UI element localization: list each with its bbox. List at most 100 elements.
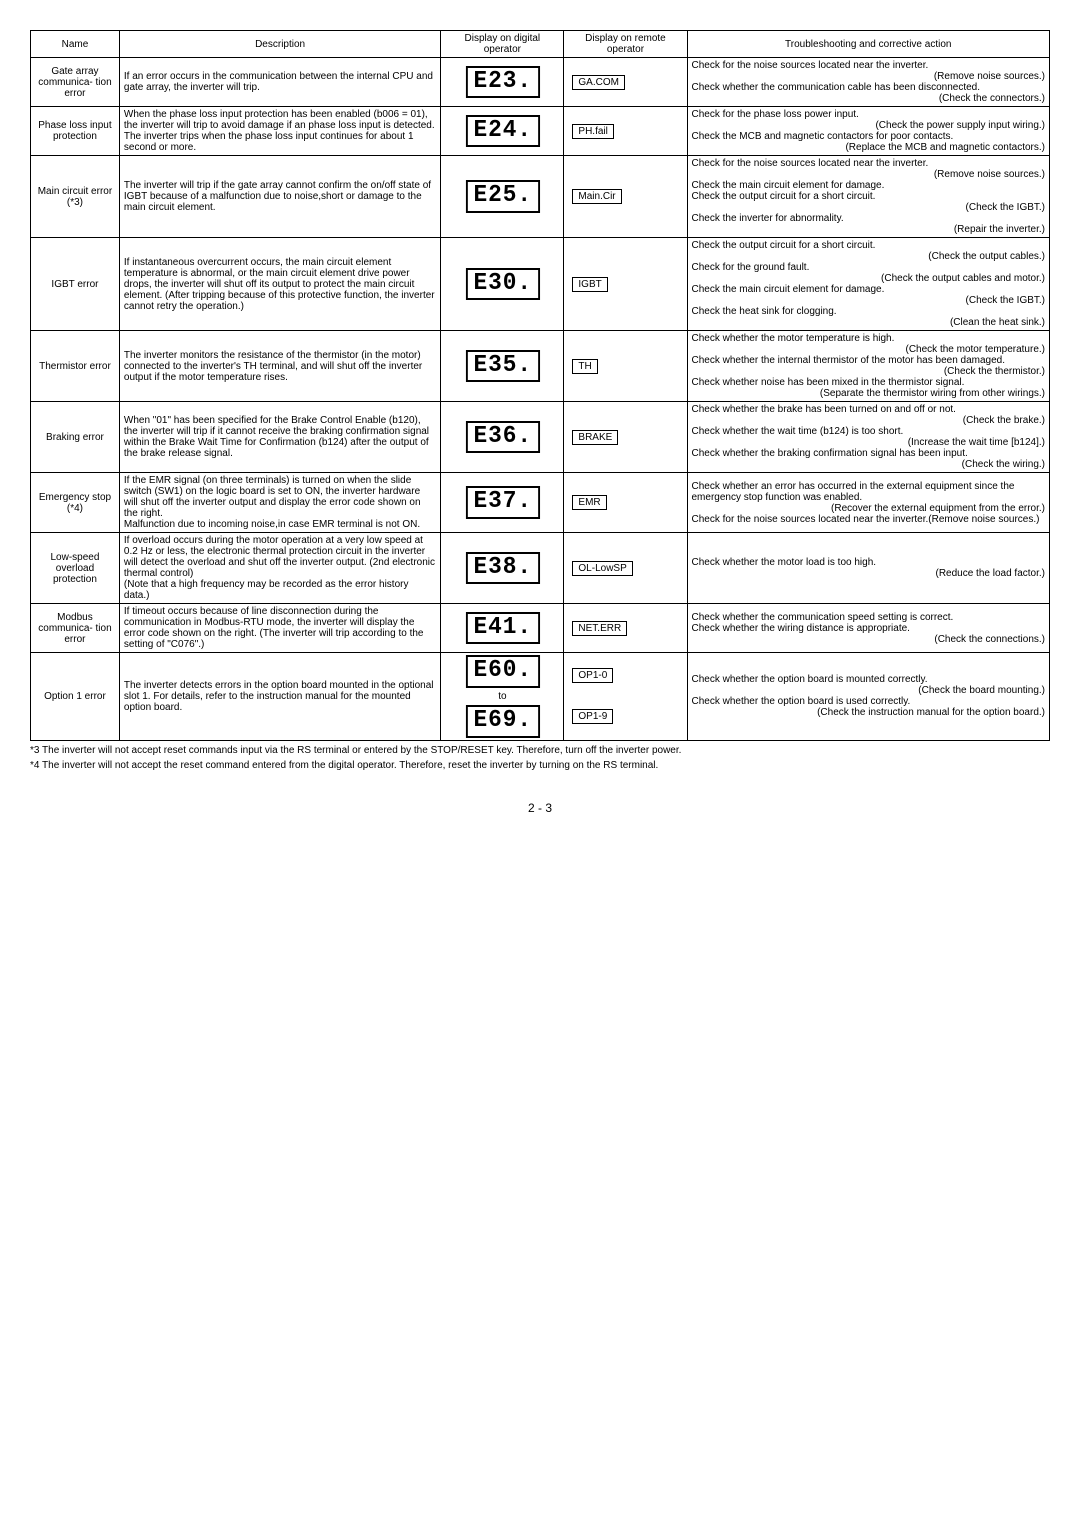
cell-description: The inverter monitors the resistance of …	[119, 331, 440, 402]
action-line: Check whether the internal thermistor of…	[692, 355, 1046, 366]
remote-code: GA.COM	[572, 75, 625, 90]
action-line: (Check the IGBT.)	[692, 295, 1046, 306]
action-line: (Check the output cables and motor.)	[692, 273, 1046, 284]
cell-description: If overload occurs during the motor oper…	[119, 533, 440, 604]
cell-remote-display: OL-LowSP	[564, 533, 687, 604]
cell-remote-display: IGBT	[564, 238, 687, 331]
th-name: Name	[31, 31, 120, 58]
cell-remote-display: Main.Cir	[564, 156, 687, 238]
action-line: Check the main circuit element for damag…	[692, 180, 1046, 191]
seg-display: E37.	[465, 486, 539, 519]
action-line: Check for the noise sources located near…	[692, 158, 1046, 169]
cell-description: The inverter detects errors in the optio…	[119, 653, 440, 741]
table-row: Braking errorWhen "01" has been specifie…	[31, 402, 1050, 473]
action-line: Check the MCB and magnetic contactors fo…	[692, 131, 1046, 142]
cell-action: Check whether the motor temperature is h…	[687, 331, 1050, 402]
action-line: Check for the noise sources located near…	[692, 60, 1046, 71]
seg-display: E23.	[465, 66, 539, 99]
cell-remote-display: TH	[564, 331, 687, 402]
action-line: Check the output circuit for a short cir…	[692, 191, 1046, 202]
table-row: Emergency stop (*4)If the EMR signal (on…	[31, 473, 1050, 533]
cell-digital-display: E30.	[441, 238, 564, 331]
action-line: (Reduce the load factor.)	[692, 568, 1046, 579]
cell-remote-display: PH.fail	[564, 107, 687, 156]
seg-display: E25.	[465, 180, 539, 213]
cell-digital-display: E36.	[441, 402, 564, 473]
action-line: (Check the wiring.)	[692, 459, 1046, 470]
cell-remote-display: OP1-0 OP1-9	[564, 653, 687, 741]
action-line: Check whether the brake has been turned …	[692, 404, 1046, 415]
action-line: Check whether the wait time (b124) is to…	[692, 426, 1046, 437]
cell-name: Main circuit error (*3)	[31, 156, 120, 238]
page-number: 2 - 3	[30, 801, 1050, 815]
cell-digital-display: E25.	[441, 156, 564, 238]
cell-description: The inverter will trip if the gate array…	[119, 156, 440, 238]
action-line: (Check the connectors.)	[692, 93, 1046, 104]
action-line: Check whether the communication speed se…	[692, 612, 1046, 623]
cell-action: Check whether the brake has been turned …	[687, 402, 1050, 473]
action-line: (Remove noise sources.)	[692, 169, 1046, 180]
cell-digital-display: E23.	[441, 58, 564, 107]
seg-to-label: to	[498, 691, 506, 702]
seg-display: E30.	[465, 268, 539, 301]
cell-remote-display: NET.ERR	[564, 604, 687, 653]
action-line: Check whether the option board is used c…	[692, 696, 1046, 707]
action-line: (Repair the inverter.)	[692, 224, 1046, 235]
action-line: (Recover the external equipment from the…	[692, 503, 1046, 514]
remote-code: OP1-0	[572, 668, 613, 683]
table-header-row: Name Description Display on digital oper…	[31, 31, 1050, 58]
action-line: Check whether an error has occurred in t…	[692, 481, 1046, 503]
cell-description: When "01" has been specified for the Bra…	[119, 402, 440, 473]
action-line: Check the heat sink for clogging.	[692, 306, 1046, 317]
action-line: (Check the connections.)	[692, 634, 1046, 645]
cell-name: Phase loss input protection	[31, 107, 120, 156]
seg-display: E60.	[465, 655, 539, 688]
remote-code: OP1-9	[572, 709, 613, 724]
table-row: Main circuit error (*3)The inverter will…	[31, 156, 1050, 238]
cell-description: When the phase loss input protection has…	[119, 107, 440, 156]
footnote-3: *3 The inverter will not accept reset co…	[30, 745, 1050, 756]
cell-action: Check for the noise sources located near…	[687, 156, 1050, 238]
remote-code: OL-LowSP	[572, 561, 632, 576]
action-line: (Check the thermistor.)	[692, 366, 1046, 377]
action-line: (Check the instruction manual for the op…	[692, 707, 1046, 718]
cell-action: Check whether an error has occurred in t…	[687, 473, 1050, 533]
seg-display: E24.	[465, 115, 539, 148]
th-disp: Display on digital operator	[441, 31, 564, 58]
cell-description: If timeout occurs because of line discon…	[119, 604, 440, 653]
cell-description: If the EMR signal (on three terminals) i…	[119, 473, 440, 533]
cell-action: Check for the noise sources located near…	[687, 58, 1050, 107]
cell-digital-display: E35.	[441, 331, 564, 402]
action-line: (Remove noise sources.)	[692, 71, 1046, 82]
action-line: Check whether the motor temperature is h…	[692, 333, 1046, 344]
cell-digital-display: E37.	[441, 473, 564, 533]
table-row: Low-speed overload protectionIf overload…	[31, 533, 1050, 604]
cell-action: Check whether the communication speed se…	[687, 604, 1050, 653]
table-row: Modbus communica- tion errorIf timeout o…	[31, 604, 1050, 653]
action-line: (Replace the MCB and magnetic contactors…	[692, 142, 1046, 153]
cell-digital-display: E60.toE69.	[441, 653, 564, 741]
table-row: Gate array communica- tion errorIf an er…	[31, 58, 1050, 107]
action-line: Check the output circuit for a short cir…	[692, 240, 1046, 251]
action-line: Check whether the wiring distance is app…	[692, 623, 1046, 634]
remote-code: Main.Cir	[572, 189, 621, 204]
remote-code: EMR	[572, 495, 606, 510]
cell-name: Option 1 error	[31, 653, 120, 741]
cell-action: Check the output circuit for a short cir…	[687, 238, 1050, 331]
table-row: Option 1 errorThe inverter detects error…	[31, 653, 1050, 741]
th-action: Troubleshooting and corrective action	[687, 31, 1050, 58]
th-remote: Display on remote operator	[564, 31, 687, 58]
seg-display: E41.	[465, 612, 539, 645]
action-line: Check whether the motor load is too high…	[692, 557, 1046, 568]
action-line: (Increase the wait time [b124].)	[692, 437, 1046, 448]
remote-code: IGBT	[572, 277, 607, 292]
cell-name: Braking error	[31, 402, 120, 473]
action-line: Check whether the option board is mounte…	[692, 674, 1046, 685]
cell-name: Modbus communica- tion error	[31, 604, 120, 653]
cell-digital-display: E41.	[441, 604, 564, 653]
action-line: Check the main circuit element for damag…	[692, 284, 1046, 295]
cell-name: Gate array communica- tion error	[31, 58, 120, 107]
cell-description: If an error occurs in the communication …	[119, 58, 440, 107]
cell-name: Emergency stop (*4)	[31, 473, 120, 533]
action-line: (Check the board mounting.)	[692, 685, 1046, 696]
